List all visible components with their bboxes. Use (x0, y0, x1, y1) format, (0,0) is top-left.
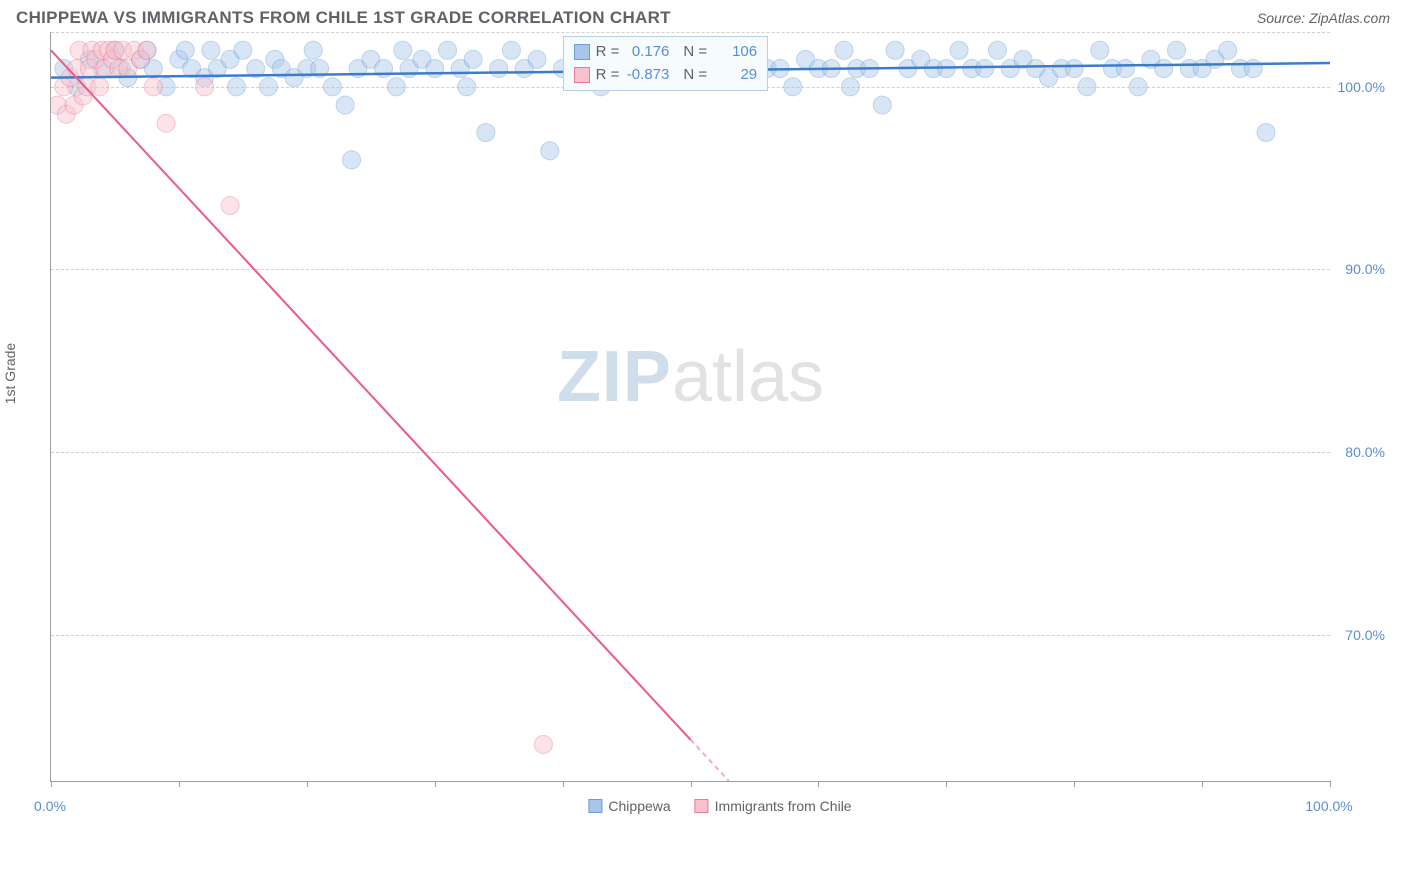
data-point (541, 142, 559, 160)
data-point (234, 41, 252, 59)
data-point (976, 60, 994, 78)
x-tick-label: 0.0% (34, 798, 66, 814)
data-point (835, 41, 853, 59)
legend-swatch (695, 799, 709, 813)
chart-source: Source: ZipAtlas.com (1257, 10, 1390, 26)
data-point (176, 41, 194, 59)
data-point (426, 60, 444, 78)
stats-n-label: N = (683, 64, 707, 87)
stats-r-value: 0.176 (625, 41, 669, 64)
data-point (534, 735, 552, 753)
data-point (1219, 41, 1237, 59)
data-point (1129, 78, 1147, 96)
legend-swatch (588, 799, 602, 813)
data-point (144, 78, 162, 96)
stats-r-label: R = (596, 64, 620, 87)
stats-swatch (574, 44, 590, 60)
data-point (221, 197, 239, 215)
data-point (336, 96, 354, 114)
data-point (1168, 41, 1186, 59)
plot-region: ZIPatlas R = 0.176 N = 106 R = -0.873 N … (50, 32, 1330, 782)
data-point (784, 78, 802, 96)
data-point (323, 78, 341, 96)
plot-svg (51, 32, 1330, 781)
data-point (464, 50, 482, 68)
trend-line (51, 50, 691, 739)
data-point (1065, 60, 1083, 78)
data-point (157, 114, 175, 132)
legend-label: Immigrants from Chile (715, 798, 852, 814)
data-point (950, 41, 968, 59)
stats-row: R = 0.176 N = 106 (574, 41, 758, 64)
data-point (1078, 78, 1096, 96)
data-point (227, 78, 245, 96)
legend-label: Chippewa (608, 798, 670, 814)
data-point (477, 123, 495, 141)
y-tick-label: 90.0% (1345, 261, 1385, 277)
data-point (138, 41, 156, 59)
stats-r-value: -0.873 (625, 64, 669, 87)
data-point (490, 60, 508, 78)
stats-n-value: 29 (713, 64, 757, 87)
data-point (259, 78, 277, 96)
data-point (387, 78, 405, 96)
data-point (195, 78, 213, 96)
y-tick-label: 70.0% (1345, 627, 1385, 643)
data-point (841, 78, 859, 96)
legend-item: Immigrants from Chile (695, 798, 852, 814)
data-point (202, 41, 220, 59)
data-point (1155, 60, 1173, 78)
data-point (1244, 60, 1262, 78)
trend-line-dash (691, 740, 729, 781)
stats-n-label: N = (683, 41, 707, 64)
data-point (886, 41, 904, 59)
data-point (458, 78, 476, 96)
data-point (528, 50, 546, 68)
stats-r-label: R = (596, 41, 620, 64)
chart-area: 1st Grade ZIPatlas R = 0.176 N = 106 R =… (50, 32, 1390, 822)
data-point (304, 41, 322, 59)
data-point (988, 41, 1006, 59)
legend: Chippewa Immigrants from Chile (588, 798, 851, 814)
data-point (343, 151, 361, 169)
y-axis-title: 1st Grade (2, 343, 18, 404)
data-point (438, 41, 456, 59)
data-point (91, 78, 109, 96)
data-point (1257, 123, 1275, 141)
stats-box: R = 0.176 N = 106 R = -0.873 N = 29 (563, 36, 769, 91)
data-point (502, 41, 520, 59)
chart-title: CHIPPEWA VS IMMIGRANTS FROM CHILE 1ST GR… (16, 8, 671, 28)
chart-header: CHIPPEWA VS IMMIGRANTS FROM CHILE 1ST GR… (0, 0, 1406, 32)
data-point (394, 41, 412, 59)
stats-row: R = -0.873 N = 29 (574, 64, 758, 87)
legend-item: Chippewa (588, 798, 670, 814)
x-tick-label: 100.0% (1305, 798, 1352, 814)
stats-swatch (574, 67, 590, 83)
data-point (873, 96, 891, 114)
y-tick-label: 80.0% (1345, 444, 1385, 460)
stats-n-value: 106 (713, 41, 757, 64)
data-point (1091, 41, 1109, 59)
y-tick-label: 100.0% (1338, 79, 1385, 95)
data-point (1116, 60, 1134, 78)
